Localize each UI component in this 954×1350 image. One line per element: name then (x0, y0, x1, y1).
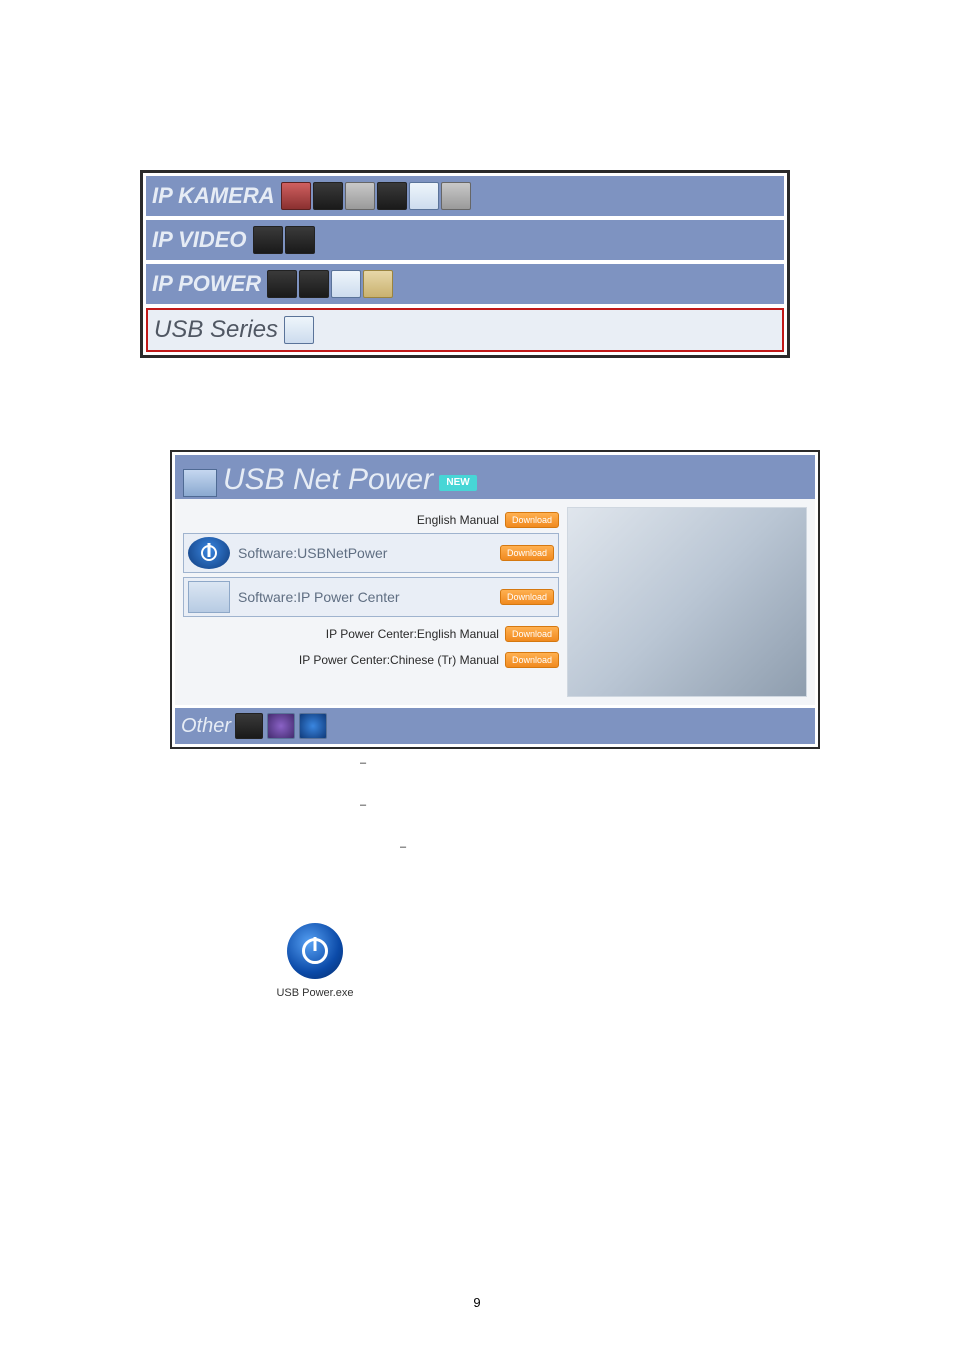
product-thumb-icon[interactable] (235, 713, 263, 739)
other-section[interactable]: Other (175, 708, 815, 744)
download-row-ipc-english: IP Power Center:English Manual Download (183, 621, 559, 647)
usb-net-power-panel: USB Net Power NEW English Manual Downloa… (170, 450, 820, 749)
software-label: Software:IP Power Center (238, 589, 492, 605)
thumb-strip (281, 182, 471, 210)
product-thumb-icon[interactable] (299, 713, 327, 739)
software-label: Software:USBNetPower (238, 545, 492, 561)
step-text: – (360, 757, 834, 769)
download-label: IP Power Center:English Manual (326, 627, 499, 641)
category-usb-series-selected[interactable]: USB Series (146, 308, 784, 352)
product-image (567, 507, 807, 697)
download-row-ipc-chinese: IP Power Center:Chinese (Tr) Manual Down… (183, 647, 559, 673)
software-usbnetpower-row: Software:USBNetPower Download (183, 533, 559, 573)
download-button[interactable]: Download (505, 512, 559, 528)
power-icon (188, 537, 230, 569)
thumb-strip (267, 270, 393, 298)
panel-body: English Manual Download Software:USBNetP… (175, 499, 815, 705)
category-label: USB Series (154, 316, 278, 344)
download-label: English Manual (417, 513, 499, 527)
category-list-screenshot: IP KAMERA IP VIDEO IP POWER USB Series (140, 170, 790, 358)
category-label: IP POWER (152, 271, 261, 297)
category-ip-power[interactable]: IP POWER (146, 264, 784, 308)
category-label: IP KAMERA (152, 183, 275, 209)
product-thumb-icon[interactable] (299, 270, 329, 298)
power-icon (287, 923, 343, 979)
app-icon (188, 581, 230, 613)
product-thumb-icon[interactable] (267, 270, 297, 298)
product-thumb-icon[interactable] (363, 270, 393, 298)
step-text: – (360, 799, 834, 811)
product-thumb-icon[interactable] (313, 182, 343, 210)
downloads-column: English Manual Download Software:USBNetP… (183, 507, 559, 697)
product-thumb-icon[interactable] (253, 226, 283, 254)
category-ip-kamera[interactable]: IP KAMERA (146, 176, 784, 220)
new-badge: NEW (439, 475, 477, 491)
exe-filename: USB Power.exe (270, 987, 360, 999)
product-thumb-icon[interactable] (377, 182, 407, 210)
step-text: – (400, 841, 834, 853)
power-glyph-icon (302, 938, 328, 964)
product-thumb-icon[interactable] (345, 182, 375, 210)
software-ippowercenter-row: Software:IP Power Center Download (183, 577, 559, 617)
category-ip-video[interactable]: IP VIDEO (146, 220, 784, 264)
product-icon (183, 469, 217, 497)
thumb-strip (253, 226, 315, 254)
download-button[interactable]: Download (505, 626, 559, 642)
product-thumb-icon[interactable] (285, 226, 315, 254)
category-label: IP VIDEO (152, 227, 247, 253)
product-thumb-icon[interactable] (281, 182, 311, 210)
download-label: IP Power Center:Chinese (Tr) Manual (299, 653, 499, 667)
download-row-english-manual: English Manual Download (183, 507, 559, 533)
panel-title-bar: USB Net Power NEW (175, 455, 815, 499)
download-button[interactable]: Download (500, 545, 554, 561)
product-thumb-icon[interactable] (267, 713, 295, 739)
panel-title: USB Net Power (223, 463, 433, 497)
other-label: Other (181, 715, 231, 738)
download-button[interactable]: Download (500, 589, 554, 605)
product-thumb-icon[interactable] (441, 182, 471, 210)
product-thumb-icon[interactable] (409, 182, 439, 210)
download-button[interactable]: Download (505, 652, 559, 668)
product-thumb-icon[interactable] (284, 316, 314, 344)
usb-power-exe[interactable]: USB Power.exe (270, 923, 360, 999)
product-thumb-icon[interactable] (331, 270, 361, 298)
page-number: 9 (473, 1295, 480, 1310)
